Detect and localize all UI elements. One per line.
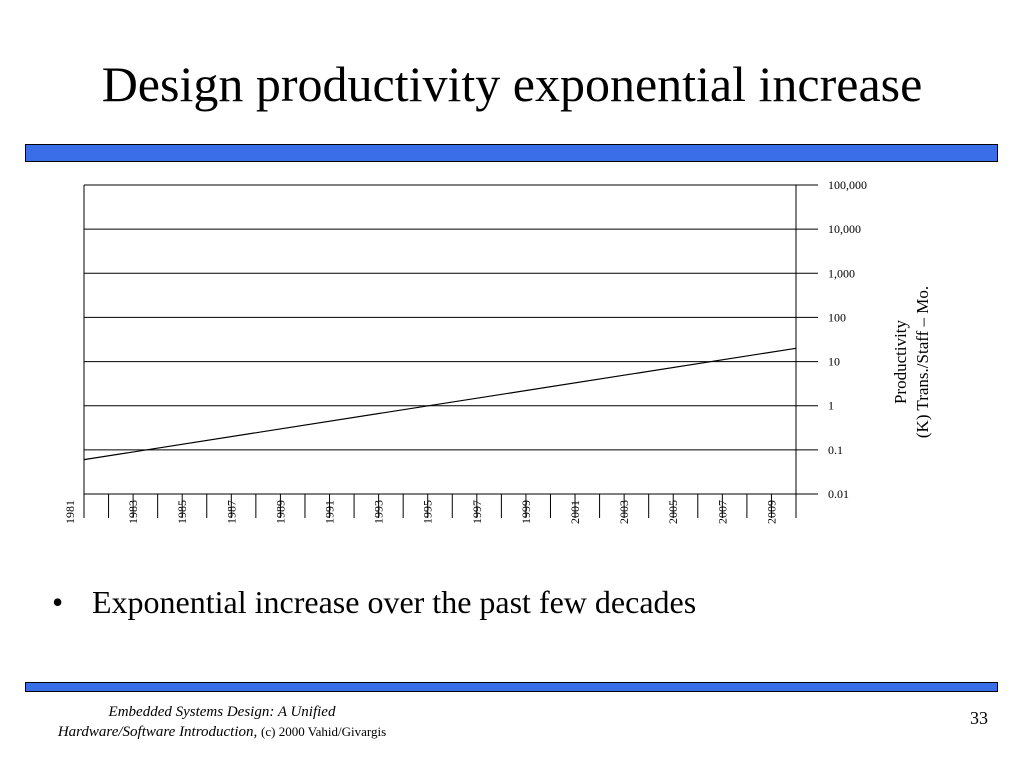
slide-title: Design productivity exponential increase [101,56,923,112]
x-tick-label: 1999 [519,500,533,524]
y-tick-label: 100,000 [828,178,867,192]
y-axis-label: Productivity (K) Trans./Staff – Mo. [891,286,932,438]
x-tick-label: 2007 [715,500,729,524]
x-tick-label: 1997 [470,500,484,524]
bullet-dot-icon: • [52,584,64,620]
chart-series [83,347,797,461]
y-tick-label: 0.1 [828,443,843,457]
y-axis-label-line-1: Productivity [891,319,910,404]
title-rule-bar [25,144,998,162]
x-tick-label: 1991 [323,500,337,524]
footer-citation: Embedded Systems Design: A Unified Hardw… [22,702,422,742]
footer-copyright: (c) 2000 Vahid/Givargis [261,724,387,739]
footer-book-title: Hardware/Software Introduction, [57,724,258,740]
x-tick-label: 1983 [126,500,140,524]
y-tick-label: 10 [828,355,840,369]
x-tick-labels: 1981 1983 1985 1987 1989 1991 1993 1995 1997 1999… [63,500,778,524]
y-tick-label: 0.01 [828,487,849,501]
y-tick-label: 100 [828,310,846,324]
y-tick-label: 10,000 [828,222,861,236]
bullet-text: Exponential increase over the past few d… [92,584,697,620]
footer-line-1: Embedded Systems Design: A Unified [108,704,336,720]
chart-gridlines [84,184,818,451]
y-tick-label: 1,000 [828,266,855,280]
x-tick-label: 1995 [421,500,435,524]
x-tick-label: 2001 [568,500,582,524]
bullet-item: • Exponential increase over the past few… [52,580,696,624]
y-axis-label-line-2: (K) Trans./Staff – Mo. [913,286,932,438]
x-tick-label: 1989 [273,500,287,524]
footer-rule-bar [25,682,998,692]
x-tick-label: 2009 [764,500,778,524]
x-tick-label: 2003 [617,500,631,524]
x-tick-label: 2005 [666,500,680,524]
bullet-list: • Exponential increase over the past few… [52,580,696,624]
x-tick-label: 1987 [224,500,238,524]
y-tick-labels: 0.01 0.1 1 10 100 1,000 10,000 100,000 [828,178,867,501]
x-tick-label: 1985 [175,500,189,524]
x-tick-label: 1993 [372,500,386,524]
chart-axes [83,185,818,518]
footer-line-2: Hardware/Software Introduction, (c) 2000… [22,722,422,742]
productivity-trend-line [83,347,797,461]
y-tick-label: 1 [828,399,834,413]
x-tick-label: 1981 [63,500,77,524]
page-number: 33 [970,708,988,728]
